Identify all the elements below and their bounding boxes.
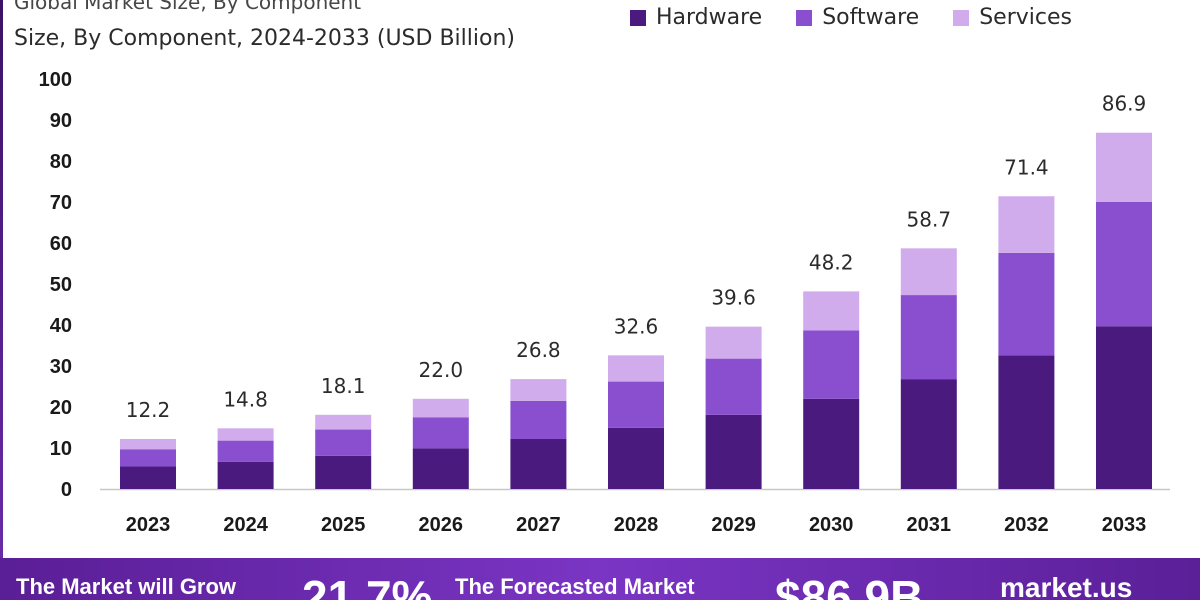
chart-subtitle: Size, By Component, 2024-2033 (USD Billi… — [14, 26, 515, 51]
total-label-2028: 32.6 — [614, 314, 659, 338]
x-tick-label-2031: 2031 — [907, 514, 952, 536]
y-tick-label: 30 — [50, 356, 72, 378]
banner-market-value: $86.9B — [775, 571, 924, 600]
total-label-2027: 26.8 — [516, 338, 561, 362]
bar-services-2032 — [998, 196, 1055, 253]
y-tick-label: 0 — [61, 479, 72, 501]
bar-hardware-2027 — [510, 438, 567, 489]
total-label-2025: 18.1 — [321, 374, 366, 398]
bar-hardware-2033 — [1096, 326, 1152, 489]
bar-software-2032 — [998, 252, 1055, 356]
bar-services-2033 — [1096, 132, 1152, 202]
total-label-2029: 39.6 — [711, 286, 756, 310]
chart-title-partial: Global Market Size, By Component — [14, 0, 362, 14]
total-label-2023: 12.2 — [126, 398, 171, 422]
legend-label-services: Services — [979, 5, 1072, 30]
y-tick-label: 60 — [50, 233, 72, 255]
bar-hardware-2028 — [608, 427, 664, 489]
total-label-2026: 22.0 — [419, 358, 464, 382]
x-tick-label-2033: 2033 — [1102, 514, 1147, 536]
legend-item-hardware: Hardware — [630, 5, 762, 30]
bar-software-2027 — [510, 400, 567, 439]
bar-hardware-2031 — [900, 379, 957, 489]
left-edge-decoration — [0, 0, 3, 558]
y-tick-label: 100 — [39, 69, 72, 91]
x-tick-label-2029: 2029 — [711, 514, 756, 536]
bar-hardware-2029 — [705, 414, 762, 489]
total-label-2033: 86.9 — [1102, 92, 1147, 116]
bar-services-2023 — [120, 438, 176, 450]
x-tick-label-2024: 2024 — [223, 514, 268, 536]
legend-label-hardware: Hardware — [656, 5, 763, 30]
y-tick-label: 80 — [50, 151, 72, 173]
bar-hardware-2025 — [315, 455, 372, 489]
bar-hardware-2026 — [412, 448, 469, 489]
legend-item-services: Services — [953, 5, 1072, 30]
x-tick-label-2028: 2028 — [614, 514, 659, 536]
chart-legend: Hardware Software Services — [630, 5, 1072, 30]
legend-swatch-software — [796, 9, 813, 26]
bar-software-2030 — [803, 330, 860, 399]
bar-software-2031 — [900, 295, 957, 380]
bar-services-2027 — [510, 379, 567, 401]
banner-cagr-value: 21.7% — [302, 571, 433, 600]
bar-services-2030 — [803, 291, 860, 331]
bar-services-2029 — [705, 326, 762, 359]
y-tick-label: 70 — [50, 192, 72, 214]
bar-services-2024 — [217, 428, 274, 441]
legend-swatch-services — [953, 9, 970, 26]
bar-hardware-2032 — [998, 355, 1055, 489]
x-tick-label-2026: 2026 — [419, 514, 464, 536]
x-tick-label-2025: 2025 — [321, 514, 366, 536]
bar-hardware-2030 — [803, 398, 860, 489]
total-label-2031: 58.7 — [907, 207, 952, 231]
bar-services-2028 — [608, 355, 664, 382]
x-tick-label-2032: 2032 — [1004, 514, 1049, 536]
total-label-2030: 48.2 — [809, 250, 854, 274]
bar-services-2025 — [315, 414, 372, 430]
bar-software-2028 — [608, 381, 664, 428]
stacked-bar-chart: 010203040506070809010012.2202314.8202418… — [39, 69, 1170, 536]
x-tick-label-2030: 2030 — [809, 514, 854, 536]
bottom-banner: The Market will Grow 21.7% The Forecaste… — [0, 558, 1200, 600]
bar-software-2024 — [217, 440, 274, 462]
y-tick-label: 50 — [50, 274, 72, 296]
legend-item-software: Software — [796, 5, 919, 30]
y-tick-label: 20 — [50, 397, 72, 419]
bar-hardware-2023 — [120, 466, 176, 489]
y-tick-label: 10 — [50, 438, 72, 460]
bar-software-2026 — [412, 417, 469, 449]
bar-software-2033 — [1096, 202, 1152, 327]
x-tick-label-2023: 2023 — [126, 514, 171, 536]
banner-grow-text: The Market will Grow — [16, 574, 237, 599]
bar-software-2025 — [315, 429, 372, 456]
bar-services-2031 — [900, 248, 957, 296]
banner-forecast-text: The Forecasted Market — [455, 574, 695, 599]
bar-software-2029 — [705, 358, 762, 415]
legend-label-software: Software — [822, 5, 920, 30]
bar-software-2023 — [120, 449, 176, 467]
x-tick-label-2027: 2027 — [516, 514, 561, 536]
bar-services-2026 — [412, 398, 469, 418]
total-label-2032: 71.4 — [1004, 155, 1049, 179]
y-tick-label: 40 — [50, 315, 72, 337]
legend-swatch-hardware — [630, 9, 646, 26]
total-label-2024: 14.8 — [223, 387, 268, 411]
banner-brand-logo: market.us — [1000, 572, 1133, 600]
y-tick-label: 90 — [50, 110, 72, 132]
bar-hardware-2024 — [217, 461, 274, 489]
